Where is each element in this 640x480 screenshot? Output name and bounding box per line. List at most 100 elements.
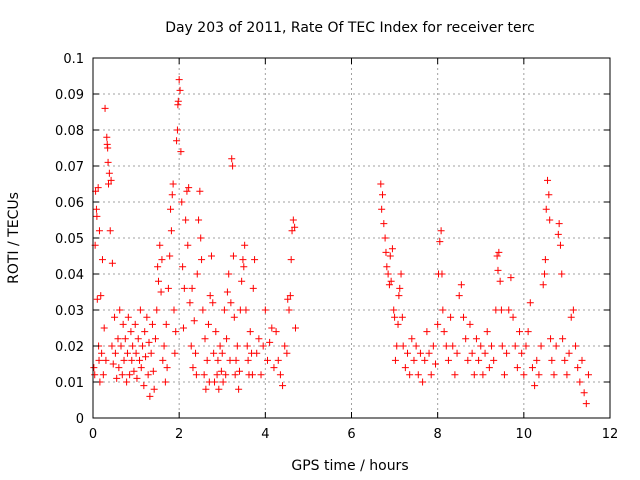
data-point [139, 342, 147, 350]
data-point [214, 356, 222, 364]
data-point [196, 187, 204, 195]
data-point [416, 349, 424, 357]
data-point [554, 230, 562, 238]
data-point [449, 342, 457, 350]
data-point [117, 342, 125, 350]
data-point [261, 306, 269, 314]
data-point [120, 356, 128, 364]
data-point [291, 223, 299, 231]
data-point [111, 349, 119, 357]
x-tick-label: 2 [175, 427, 183, 442]
data-point [387, 277, 395, 285]
data-point [203, 356, 211, 364]
data-point [206, 292, 214, 300]
data-point [572, 342, 580, 350]
data-point [233, 342, 241, 350]
x-axis-label: GPS time / hours [291, 458, 408, 474]
data-point [187, 342, 195, 350]
data-point [231, 371, 239, 379]
y-tick-label: 0.06 [55, 196, 84, 211]
data-point [279, 382, 287, 390]
data-point [123, 349, 131, 357]
data-point [149, 367, 157, 375]
data-point [93, 295, 101, 303]
data-point [462, 335, 470, 343]
data-point [442, 342, 450, 350]
data-point [116, 306, 124, 314]
data-point [102, 356, 110, 364]
data-point [104, 158, 112, 166]
data-point [274, 356, 282, 364]
data-point [289, 216, 297, 224]
y-tick-label: 0.05 [55, 232, 84, 247]
data-point [404, 349, 412, 357]
data-point [130, 367, 138, 375]
data-point [179, 324, 187, 332]
data-point [509, 313, 517, 321]
data-point [451, 371, 459, 379]
data-point [565, 349, 573, 357]
data-point [535, 371, 543, 379]
data-point [230, 313, 238, 321]
data-point [541, 270, 549, 278]
data-point [434, 320, 442, 328]
data-point [215, 385, 223, 393]
data-point [494, 266, 502, 274]
data-point [531, 382, 539, 390]
data-point [288, 227, 296, 235]
data-point [101, 104, 109, 112]
y-tick-label: 0.04 [55, 268, 84, 283]
data-point [505, 306, 513, 314]
data-point [140, 382, 148, 390]
data-point [121, 335, 129, 343]
data-point [223, 335, 231, 343]
data-point [483, 328, 491, 336]
x-tick-label: 10 [516, 427, 533, 442]
data-point [170, 306, 178, 314]
data-point [213, 371, 221, 379]
data-point [137, 364, 145, 372]
data-point [244, 356, 252, 364]
data-point [161, 378, 169, 386]
data-point [90, 364, 98, 372]
data-point [286, 292, 294, 300]
data-point [425, 349, 433, 357]
data-point [477, 342, 485, 350]
data-point [516, 328, 524, 336]
y-tick-labels: 0 0.01 0.02 0.03 0.04 0.05 0.06 0.07 0.08 0.09 0.1 [55, 52, 84, 427]
data-point [496, 277, 504, 285]
data-point [472, 335, 480, 343]
data-point [382, 248, 390, 256]
data-point [201, 335, 209, 343]
data-point [174, 97, 182, 105]
data-point [412, 342, 420, 350]
data-point [578, 356, 586, 364]
data-point [129, 342, 137, 350]
data-point [235, 367, 243, 375]
data-point [118, 371, 126, 379]
data-point [100, 324, 108, 332]
data-point [436, 238, 444, 246]
data-point [95, 227, 103, 235]
data-point [176, 86, 184, 94]
data-point [175, 76, 183, 84]
data-point [285, 306, 293, 314]
data-point [94, 184, 102, 192]
data-point [202, 385, 210, 393]
data-point [157, 288, 165, 296]
data-point [437, 227, 445, 235]
data-point [479, 371, 487, 379]
data-point [272, 328, 280, 336]
data-point [284, 295, 292, 303]
data-point [182, 216, 190, 224]
data-point [470, 371, 478, 379]
data-point [513, 364, 521, 372]
data-point [219, 378, 227, 386]
data-point [228, 155, 236, 163]
data-point [108, 342, 116, 350]
data-point [163, 364, 171, 372]
data-point [173, 137, 181, 145]
data-point [457, 281, 465, 289]
data-point [156, 241, 164, 249]
data-point [239, 256, 247, 264]
